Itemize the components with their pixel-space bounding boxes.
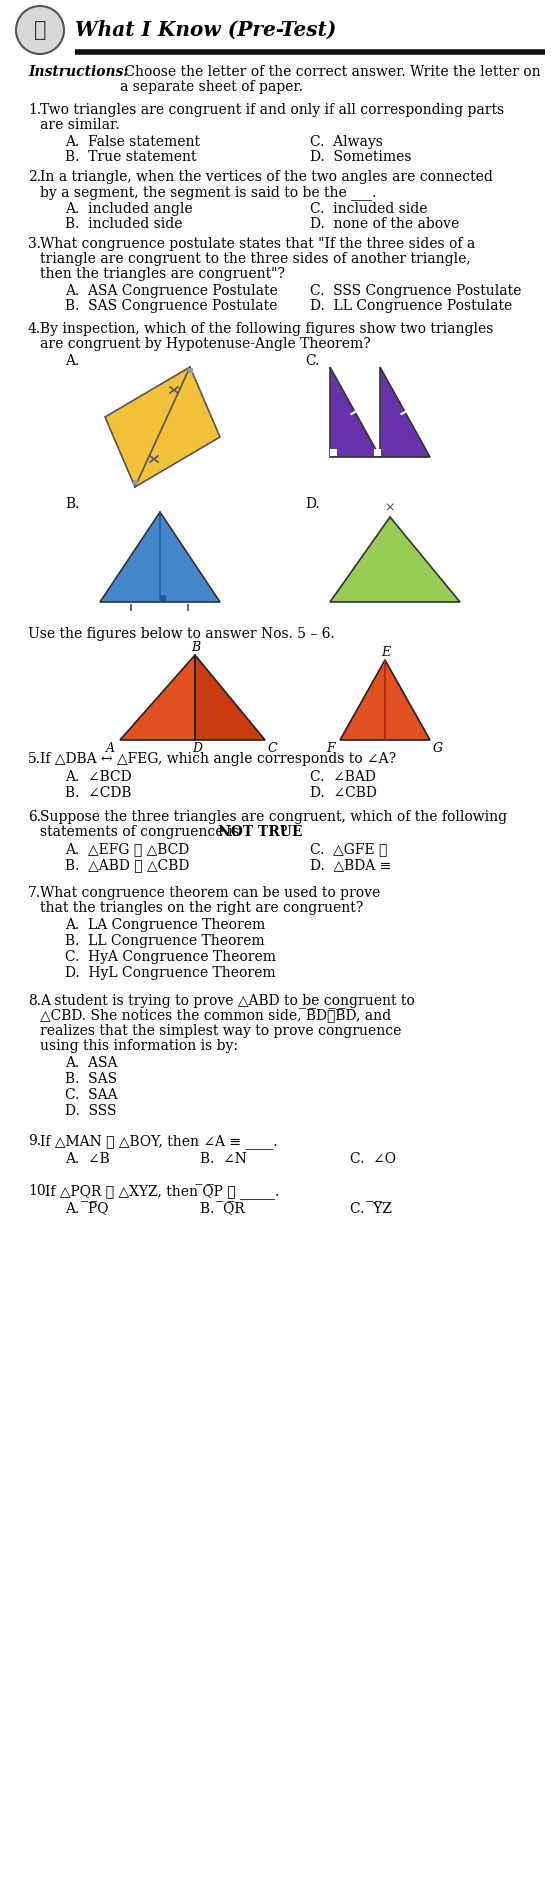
Text: 2.: 2. xyxy=(28,171,41,184)
Text: D.  SSS: D. SSS xyxy=(65,1105,116,1118)
Text: B.  ∠CDB: B. ∠CDB xyxy=(65,786,132,799)
Text: by a segment, the segment is said to be the ___.: by a segment, the segment is said to be … xyxy=(40,184,376,199)
Text: a separate sheet of paper.: a separate sheet of paper. xyxy=(120,80,303,95)
Text: D.  Sometimes: D. Sometimes xyxy=(310,150,412,163)
Text: By inspection, which of the following figures show two triangles: By inspection, which of the following fi… xyxy=(40,323,493,336)
Text: C: C xyxy=(268,742,278,755)
Text: 10.: 10. xyxy=(28,1184,50,1198)
Text: A.  ASA: A. ASA xyxy=(65,1055,118,1070)
Text: A: A xyxy=(106,742,115,755)
Text: B.  ̅Q̅R: B. ̅Q̅R xyxy=(200,1201,245,1217)
Text: A.  LA Congruence Theorem: A. LA Congruence Theorem xyxy=(65,919,265,932)
Polygon shape xyxy=(330,516,460,602)
Text: A student is trying to prove △ABD to be congruent to: A student is trying to prove △ABD to be … xyxy=(40,995,415,1008)
Text: D: D xyxy=(192,742,202,755)
Bar xyxy=(188,368,193,374)
Text: B.  SAS Congruence Postulate: B. SAS Congruence Postulate xyxy=(65,300,277,313)
Text: If △DBA ↔ △FEG, which angle corresponds to ∠A?: If △DBA ↔ △FEG, which angle corresponds … xyxy=(40,752,396,767)
Bar xyxy=(133,480,138,486)
Text: realizes that the simplest way to prove congruence: realizes that the simplest way to prove … xyxy=(40,1025,402,1038)
Text: 6.: 6. xyxy=(28,810,41,824)
Text: A.: A. xyxy=(65,355,80,368)
Text: A.  False statement: A. False statement xyxy=(65,135,200,150)
Text: B.  True statement: B. True statement xyxy=(65,150,197,163)
Bar xyxy=(330,450,337,456)
Text: D.  HyL Congruence Theorem: D. HyL Congruence Theorem xyxy=(65,966,276,979)
Text: B.: B. xyxy=(65,497,80,511)
Text: What I Know (Pre-Test): What I Know (Pre-Test) xyxy=(75,21,337,40)
Text: In a triangle, when the vertices of the two angles are connected: In a triangle, when the vertices of the … xyxy=(40,171,493,184)
Polygon shape xyxy=(105,366,220,488)
Text: ×: × xyxy=(385,501,395,514)
Text: C.  Always: C. Always xyxy=(310,135,383,150)
Polygon shape xyxy=(120,655,195,740)
Text: are congruent by Hypotenuse-Angle Theorem?: are congruent by Hypotenuse-Angle Theore… xyxy=(40,338,371,351)
Text: C.  ∠BAD: C. ∠BAD xyxy=(310,771,376,784)
Polygon shape xyxy=(195,655,265,740)
Text: 9.: 9. xyxy=(28,1133,41,1148)
Text: C.  ∠O: C. ∠O xyxy=(350,1152,396,1165)
Text: then the triangles are congruent"?: then the triangles are congruent"? xyxy=(40,268,285,281)
Text: What congruence postulate states that "If the three sides of a: What congruence postulate states that "I… xyxy=(40,237,475,251)
Text: Two triangles are congruent if and only if all corresponding parts: Two triangles are congruent if and only … xyxy=(40,102,504,118)
Text: What congruence theorem can be used to prove: What congruence theorem can be used to p… xyxy=(40,886,380,900)
Text: A.  ASA Congruence Postulate: A. ASA Congruence Postulate xyxy=(65,285,278,298)
Polygon shape xyxy=(330,366,380,457)
Text: If △MAN ≅ △BOY, then ∠A ≡ ____.: If △MAN ≅ △BOY, then ∠A ≡ ____. xyxy=(40,1133,278,1148)
Text: 8.: 8. xyxy=(28,995,41,1008)
Text: statements of congruence is: statements of congruence is xyxy=(40,826,244,839)
Text: Suppose the three triangles are congruent, which of the following: Suppose the three triangles are congruen… xyxy=(40,810,507,824)
Text: B.  LL Congruence Theorem: B. LL Congruence Theorem xyxy=(65,934,265,947)
Polygon shape xyxy=(100,512,220,602)
Text: that the triangles on the right are congruent?: that the triangles on the right are cong… xyxy=(40,902,363,915)
Text: D.  none of the above: D. none of the above xyxy=(310,216,459,232)
Text: D.  ∠CBD: D. ∠CBD xyxy=(310,786,377,799)
Text: Use the figures below to answer Nos. 5 – 6.: Use the figures below to answer Nos. 5 –… xyxy=(28,626,335,642)
Text: ✊: ✊ xyxy=(34,21,46,40)
Text: F: F xyxy=(326,742,335,755)
Text: 4.: 4. xyxy=(28,323,41,336)
Text: G: G xyxy=(433,742,443,755)
Text: B.  ∠N: B. ∠N xyxy=(200,1152,247,1165)
Text: C.  SAA: C. SAA xyxy=(65,1088,118,1103)
Bar xyxy=(160,594,166,602)
Text: B.  included side: B. included side xyxy=(65,216,183,232)
Text: A.  △EFG ≅ △BCD: A. △EFG ≅ △BCD xyxy=(65,843,189,856)
Text: E: E xyxy=(381,645,390,659)
Bar xyxy=(374,450,381,456)
Text: A.  ∠BCD: A. ∠BCD xyxy=(65,771,132,784)
Text: B.  △ABD ≅ △CBD: B. △ABD ≅ △CBD xyxy=(65,858,189,871)
Text: 3.: 3. xyxy=(28,237,41,251)
Text: B: B xyxy=(191,642,200,655)
Text: C.  ̅Y̅Z: C. ̅Y̅Z xyxy=(350,1201,392,1217)
Text: D.  △BDA ≡: D. △BDA ≡ xyxy=(310,858,391,871)
Text: C.  SSS Congruence Postulate: C. SSS Congruence Postulate xyxy=(310,285,521,298)
Text: A.  included angle: A. included angle xyxy=(65,201,193,216)
Text: D.  LL Congruence Postulate: D. LL Congruence Postulate xyxy=(310,300,512,313)
Polygon shape xyxy=(340,661,430,740)
Text: D.: D. xyxy=(305,497,320,511)
Text: 7.: 7. xyxy=(28,886,41,900)
Text: ?: ? xyxy=(280,826,287,839)
Text: B.  SAS: B. SAS xyxy=(65,1072,117,1086)
Text: 5.: 5. xyxy=(28,752,41,767)
Text: A.  ̅P̅Q: A. ̅P̅Q xyxy=(65,1201,109,1217)
Text: A.  ∠B: A. ∠B xyxy=(65,1152,110,1165)
Text: NOT TRUE: NOT TRUE xyxy=(218,826,302,839)
Text: are similar.: are similar. xyxy=(40,118,119,133)
Circle shape xyxy=(16,6,64,53)
Text: △CBD. She notices the common side, ̅B̅D≅̅B̅D, and: △CBD. She notices the common side, ̅B̅D≅… xyxy=(40,1010,391,1023)
Text: using this information is by:: using this information is by: xyxy=(40,1038,238,1053)
Text: C.  △GFE ≅: C. △GFE ≅ xyxy=(310,843,388,856)
Text: 1.: 1. xyxy=(28,102,41,118)
Text: C.  included side: C. included side xyxy=(310,201,427,216)
Text: Instructions:: Instructions: xyxy=(28,65,128,80)
Text: C.: C. xyxy=(305,355,319,368)
Polygon shape xyxy=(380,366,430,457)
Text: C.  HyA Congruence Theorem: C. HyA Congruence Theorem xyxy=(65,951,276,964)
Text: If △PQR ≅ △XYZ, then ̅Q̅P ≅ _____.: If △PQR ≅ △XYZ, then ̅Q̅P ≅ _____. xyxy=(45,1184,279,1200)
Text: Choose the letter of the correct answer. Write the letter on: Choose the letter of the correct answer.… xyxy=(120,65,540,80)
Text: triangle are congruent to the three sides of another triangle,: triangle are congruent to the three side… xyxy=(40,252,471,266)
